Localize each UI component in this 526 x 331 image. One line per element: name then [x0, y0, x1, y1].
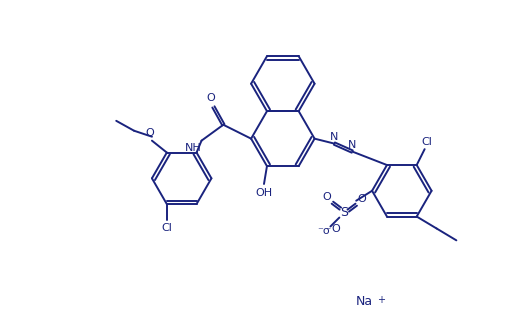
Text: O: O — [331, 224, 340, 234]
Text: S: S — [340, 206, 348, 219]
Text: Cl: Cl — [161, 223, 172, 233]
Text: N: N — [348, 140, 357, 150]
Text: OH: OH — [256, 188, 272, 198]
Text: O: O — [358, 194, 367, 204]
Text: N: N — [330, 132, 339, 142]
Text: +: + — [377, 295, 385, 305]
Text: O: O — [322, 192, 331, 202]
Text: Na: Na — [356, 295, 373, 308]
Text: NH: NH — [185, 143, 202, 153]
Text: ⁻: ⁻ — [325, 226, 330, 236]
Text: Cl: Cl — [421, 137, 432, 147]
Text: O: O — [146, 128, 154, 138]
Text: ⁻o: ⁻o — [317, 226, 330, 236]
Text: O: O — [206, 93, 215, 103]
